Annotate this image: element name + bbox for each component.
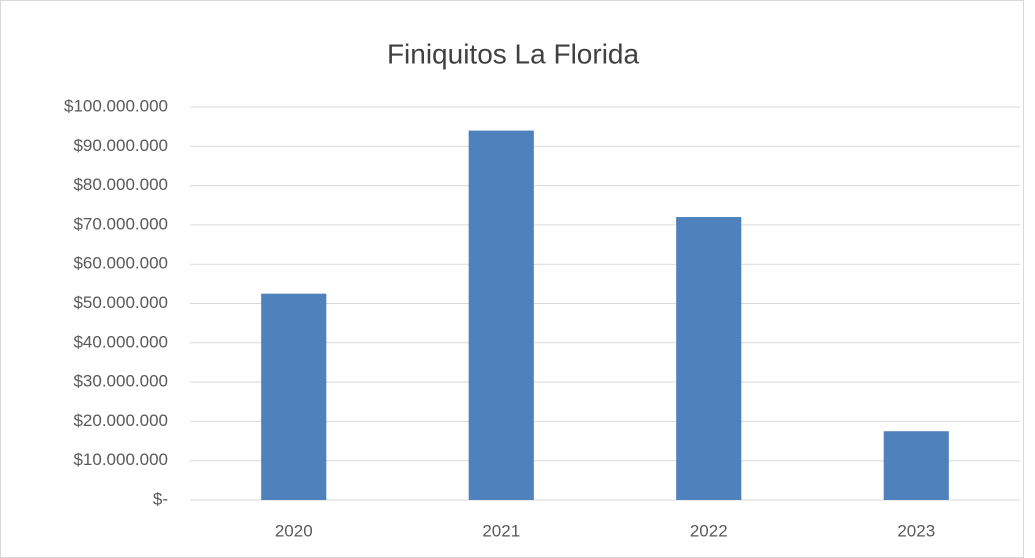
x-tick-label: 2022 bbox=[690, 521, 728, 540]
y-tick-label: $10.000.000 bbox=[73, 450, 168, 469]
y-tick-label: $50.000.000 bbox=[73, 293, 168, 312]
bar bbox=[261, 293, 327, 500]
y-tick-label: $100.000.000 bbox=[64, 96, 168, 115]
y-tick-label: $70.000.000 bbox=[73, 214, 168, 233]
y-tick-label: $60.000.000 bbox=[73, 254, 168, 273]
y-tick-label: $- bbox=[153, 489, 168, 508]
bar bbox=[468, 130, 534, 500]
y-tick-label: $40.000.000 bbox=[73, 332, 168, 351]
x-tick-label: 2020 bbox=[275, 521, 313, 540]
x-tick-label: 2023 bbox=[897, 521, 935, 540]
bar bbox=[883, 431, 949, 500]
y-tick-label: $20.000.000 bbox=[73, 411, 168, 430]
x-tick-label: 2021 bbox=[482, 521, 520, 540]
y-tick-label: $80.000.000 bbox=[73, 175, 168, 194]
y-tick-label: $30.000.000 bbox=[73, 372, 168, 391]
bar bbox=[676, 217, 742, 501]
chart-title: Finiquitos La Florida bbox=[387, 38, 640, 69]
y-tick-label: $90.000.000 bbox=[73, 136, 168, 155]
